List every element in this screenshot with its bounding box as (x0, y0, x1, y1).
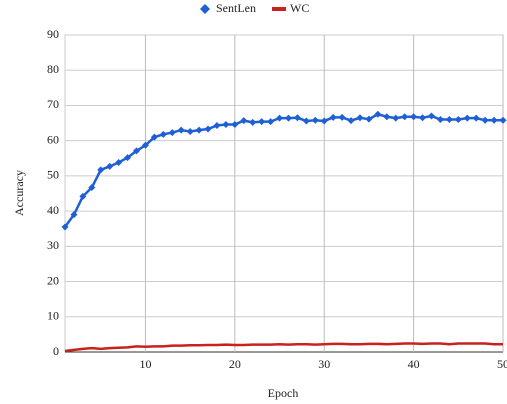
data-point (427, 112, 435, 120)
y-tick-label: 0 (53, 344, 59, 358)
x-tick-label: 10 (139, 357, 151, 371)
data-point (392, 114, 400, 122)
data-point (133, 147, 141, 155)
legend-symbol (272, 7, 286, 11)
y-tick-label: 40 (47, 203, 59, 217)
series-line (63, 112, 503, 228)
data-point (276, 114, 284, 122)
legend-label: WC (290, 1, 309, 15)
data-point (311, 116, 319, 124)
x-tick-label: 50 (497, 357, 507, 371)
data-point (168, 129, 176, 137)
data-point (195, 126, 203, 134)
y-axis-title: Accuracy (12, 170, 26, 216)
data-point (401, 113, 409, 121)
data-point (419, 114, 427, 122)
y-tick-label: 50 (47, 168, 59, 182)
data-point (463, 114, 471, 122)
data-point (141, 141, 149, 149)
y-tick-label: 30 (47, 238, 59, 252)
data-point (302, 117, 310, 125)
data-point (106, 162, 114, 170)
data-point (410, 113, 418, 121)
legend-label: SentLen (216, 1, 256, 15)
data-point (204, 125, 212, 133)
data-point (320, 117, 328, 125)
data-point (490, 116, 498, 124)
data-point (61, 223, 69, 231)
data-point (293, 114, 301, 122)
x-tick-label: 40 (408, 357, 420, 371)
y-tick-label: 70 (47, 97, 59, 111)
legend-symbol (200, 4, 210, 14)
data-point (97, 166, 105, 174)
data-point (356, 114, 364, 122)
x-tick-label: 30 (318, 357, 330, 371)
data-point (472, 114, 480, 122)
data-point (365, 115, 373, 123)
data-point (445, 116, 453, 124)
y-tick-label: 80 (47, 62, 59, 76)
data-point (150, 133, 158, 141)
data-point (347, 117, 355, 125)
y-tick-label: 60 (47, 132, 59, 146)
data-point (338, 113, 346, 121)
data-point (383, 113, 391, 121)
data-point (186, 128, 194, 136)
data-point (329, 113, 337, 121)
y-tick-label: 10 (47, 309, 59, 323)
data-point (267, 118, 275, 126)
data-point (88, 184, 96, 192)
data-point (115, 159, 123, 167)
data-point (213, 122, 221, 130)
data-point (374, 110, 382, 118)
data-point (454, 116, 462, 124)
series-line (64, 342, 503, 353)
data-point (481, 116, 489, 124)
x-axis-title: Epoch (268, 386, 299, 400)
data-point (70, 211, 78, 219)
data-point (124, 154, 132, 162)
data-point (231, 120, 239, 128)
data-point (177, 126, 185, 134)
data-point (159, 130, 167, 138)
data-point (258, 118, 266, 126)
x-tick-label: 20 (229, 357, 241, 371)
y-tick-label: 90 (47, 27, 59, 41)
data-point (499, 116, 507, 124)
data-point (249, 118, 257, 126)
data-point (79, 192, 87, 200)
y-tick-label: 20 (47, 273, 59, 287)
data-point (240, 117, 248, 125)
data-point (284, 114, 292, 122)
plot-area (64, 34, 504, 353)
data-point (222, 120, 230, 128)
data-point (436, 116, 444, 124)
